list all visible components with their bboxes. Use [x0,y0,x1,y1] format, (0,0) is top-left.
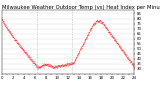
Text: Milwaukee Weather Outdoor Temp (vs) Heat Index per Minute (Last 24 Hours): Milwaukee Weather Outdoor Temp (vs) Heat… [2,5,160,10]
